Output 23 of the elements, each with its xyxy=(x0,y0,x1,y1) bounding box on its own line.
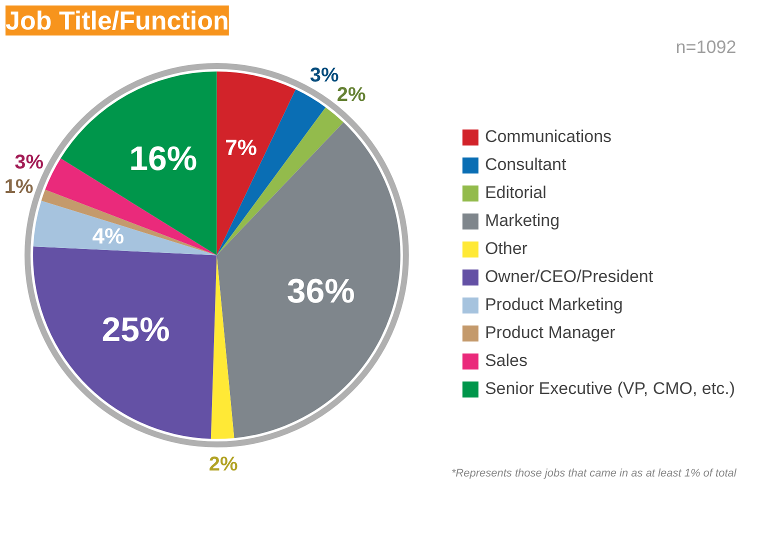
data-label: 2% xyxy=(336,84,366,106)
legend-label: Senior Executive (VP, CMO, etc.) xyxy=(484,379,735,399)
legend-label: Communications xyxy=(484,127,612,147)
legend-label: Editorial xyxy=(484,183,546,203)
legend-label: Product Manager xyxy=(484,323,616,343)
text: *Represents those jobs that came in as at least 1% of total xyxy=(451,467,737,480)
text: n=1092 xyxy=(676,36,736,57)
legend-label: Product Marketing xyxy=(484,295,623,315)
legend-label: Consultant xyxy=(484,155,566,175)
legend-label: Other xyxy=(484,239,528,259)
data-label: 2% xyxy=(208,454,238,476)
data-label: 1% xyxy=(4,176,34,198)
legend-label: Owner/CEO/President xyxy=(484,267,654,287)
legend-label: Marketing xyxy=(484,211,560,231)
legend-label: Sales xyxy=(484,351,528,371)
data-label: 4% xyxy=(92,224,124,249)
chart-title: Job Title/Function xyxy=(6,6,229,36)
data-label: 25% xyxy=(102,311,170,350)
data-label: 7% xyxy=(225,135,257,160)
data-label: 3% xyxy=(310,64,339,87)
data-label: 36% xyxy=(286,272,355,310)
data-label: 3% xyxy=(14,151,44,174)
data-label: 16% xyxy=(129,140,198,178)
